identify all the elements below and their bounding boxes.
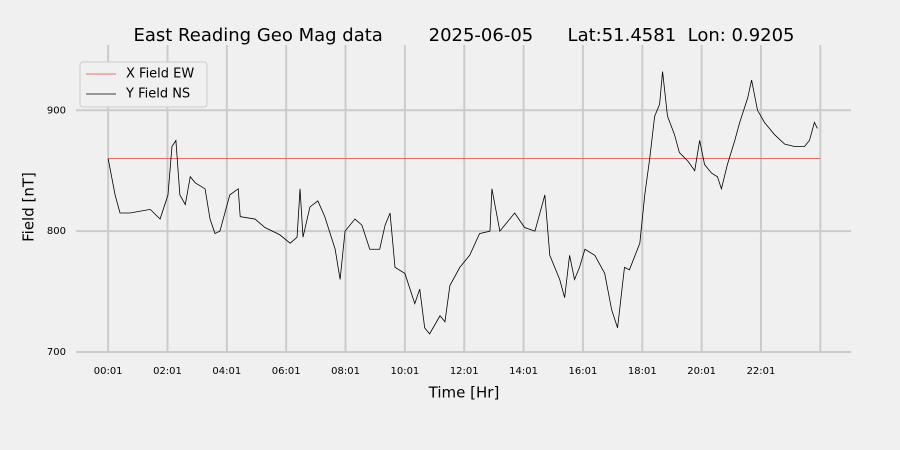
legend-label: X Field EW: [126, 67, 194, 82]
series-line: [107, 71, 818, 335]
x-axis-label: Time [Hr]: [428, 384, 500, 402]
x-tick-label: 06:01: [272, 366, 301, 377]
x-tick-label: 12:01: [450, 366, 479, 377]
y-tick-label: 800: [47, 226, 66, 237]
x-tick-label: 22:01: [747, 366, 776, 377]
legend-box: [79, 61, 208, 108]
y-axis-label: Field [nT]: [20, 172, 38, 242]
x-tick-label: 20:01: [687, 366, 716, 377]
x-tick-label: 02:01: [153, 366, 182, 377]
x-tick-label: 18:01: [628, 366, 657, 377]
x-tick-label: 16:01: [569, 366, 598, 377]
x-tick-label: 00:01: [94, 366, 123, 377]
y-tick-label: 700: [47, 347, 66, 358]
x-tick-label: 08:01: [331, 366, 360, 377]
x-tick-label: 14:01: [509, 366, 538, 377]
x-tick-label: 10:01: [390, 366, 419, 377]
chart-title: East Reading Geo Mag data 2025-06-05 Lat…: [133, 25, 794, 46]
y-tick-label: 900: [47, 105, 66, 116]
legend-label: Y Field NS: [125, 87, 190, 102]
x-tick-label: 04:01: [212, 366, 241, 377]
